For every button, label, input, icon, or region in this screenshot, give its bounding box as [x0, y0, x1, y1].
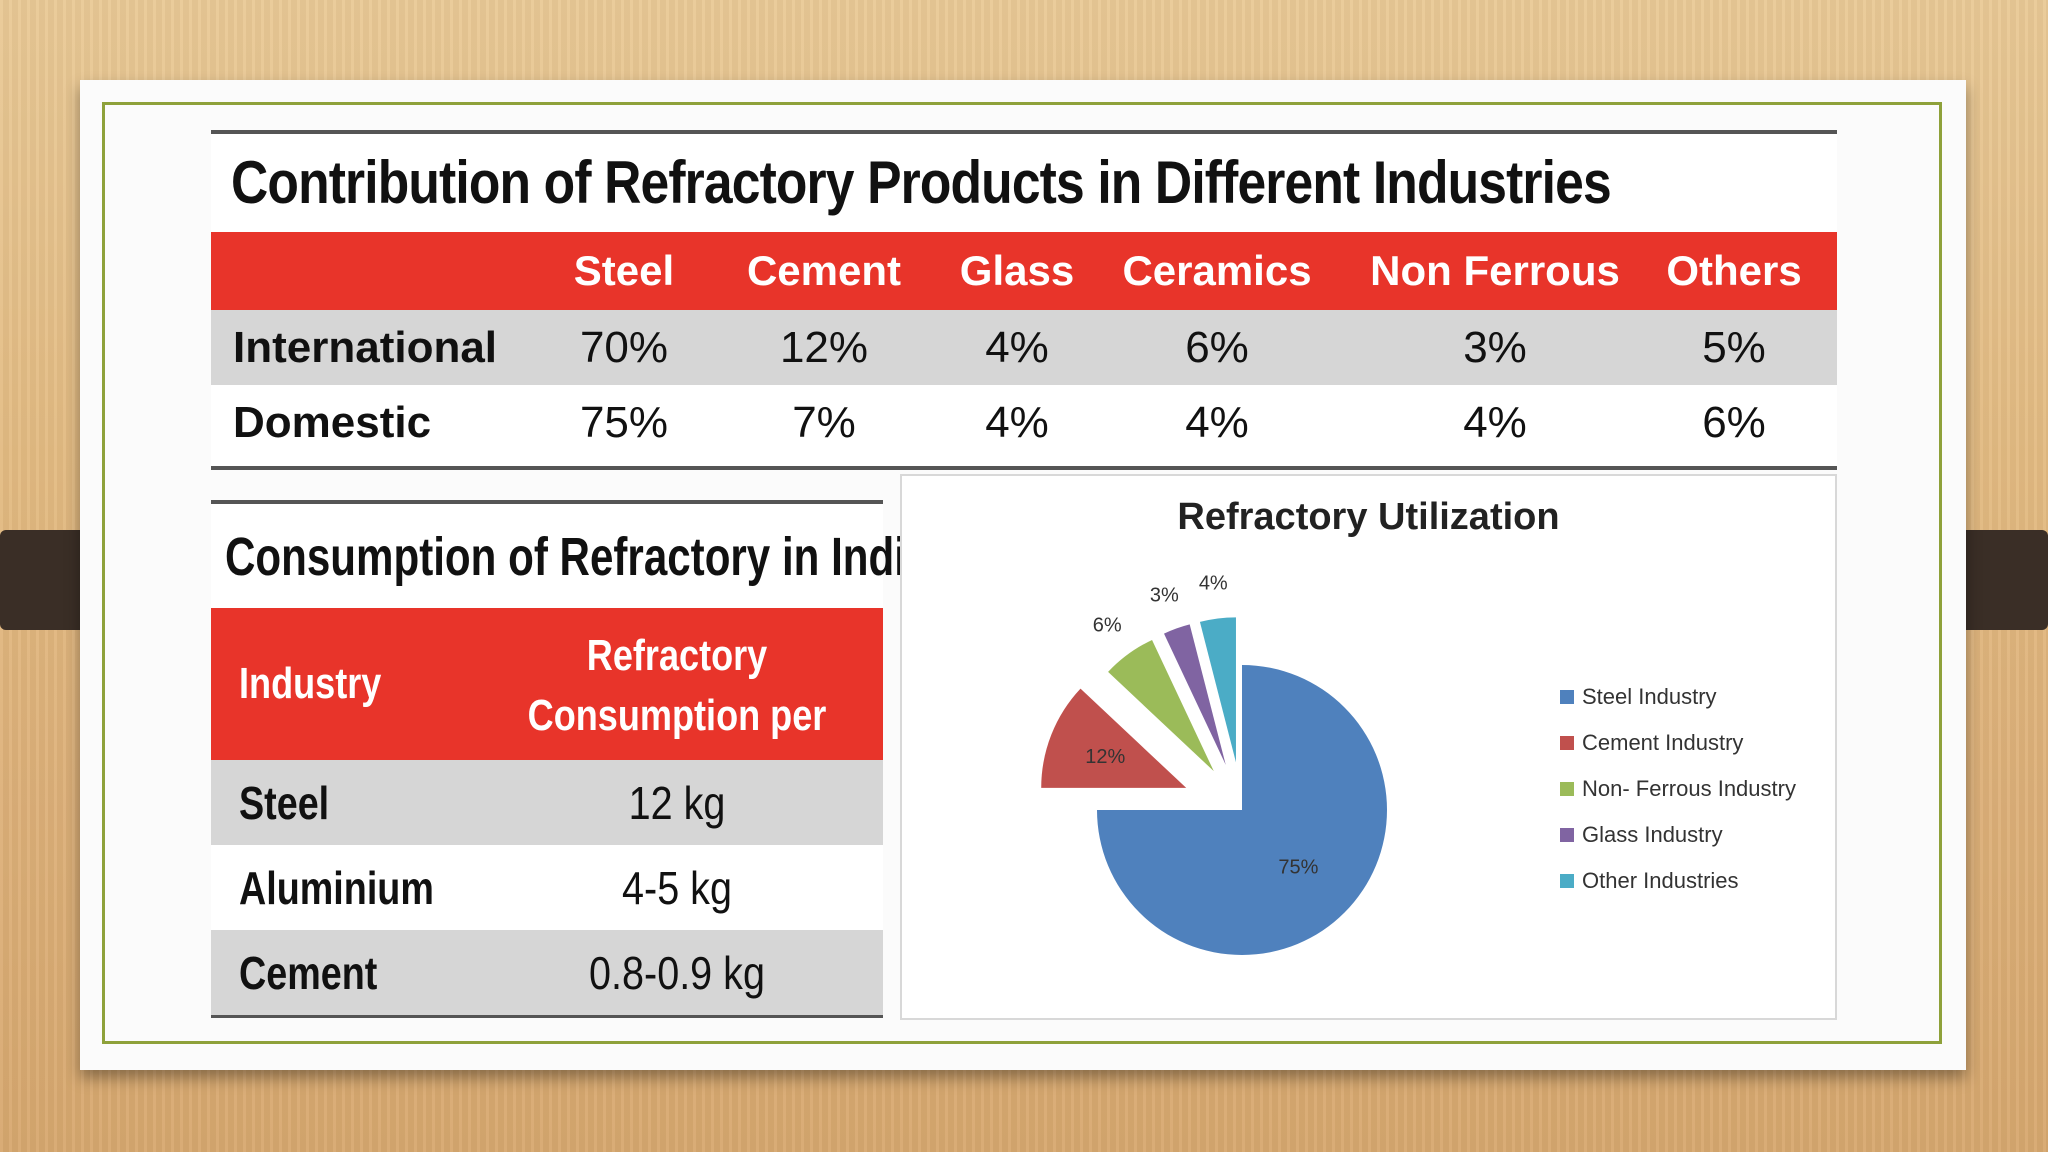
- table-cell: 4%: [1463, 397, 1527, 447]
- table-cell: 6%: [1702, 397, 1766, 447]
- pie-slice: [1164, 624, 1226, 765]
- slice-label: 4%: [1199, 573, 1228, 595]
- pie-slice: [1041, 688, 1187, 788]
- table-cell: 3%: [1463, 322, 1527, 372]
- table-cell: 12%: [779, 322, 869, 372]
- legend-swatch: [1560, 874, 1574, 888]
- row-label: International: [233, 322, 498, 372]
- table-cell: 6%: [1185, 322, 1249, 372]
- column-header: Glass: [959, 247, 1075, 294]
- slice-label: 12%: [1085, 746, 1125, 768]
- table-cell: 4%: [985, 397, 1049, 447]
- slice-label: 75%: [1278, 856, 1318, 878]
- pie-slice: [1199, 617, 1236, 763]
- table-row: Domestic 75% 7% 4% 4% 4% 6%: [211, 385, 1837, 460]
- slice-label: 3%: [1150, 584, 1179, 606]
- consumption-table: Consumption of Refractory in India Indus…: [211, 500, 929, 1018]
- consumption-table-title: Consumption of Refractory in India: [225, 527, 930, 587]
- legend-item: Cement Industry: [1560, 720, 1796, 766]
- industry-name: Steel: [239, 776, 330, 829]
- chart-legend: Steel Industry Cement Industry Non- Ferrou…: [1560, 674, 1796, 904]
- pie-chart-panel: Refractory Utilization 75% 12% 6% 3% 4% Stee…: [900, 474, 1837, 1020]
- legend-item: Other Industries: [1560, 858, 1796, 904]
- table-row: Cement 0.8-0.9 kg: [211, 930, 883, 1015]
- table-row: Steel 12 kg: [211, 760, 883, 845]
- contribution-table-title: Contribution of Refractory Products in D…: [231, 149, 1612, 216]
- pie-slice: [1108, 639, 1214, 772]
- slide: Contribution of Refractory Products in D…: [80, 80, 1966, 1070]
- pie-slice: [1097, 665, 1387, 955]
- legend-label: Glass Industry: [1582, 822, 1723, 847]
- row-label: Domestic: [233, 397, 432, 447]
- legend-swatch: [1560, 690, 1574, 704]
- header-industry: Industry: [239, 659, 382, 708]
- consumption-value: 12 kg: [628, 776, 726, 829]
- legend-item: Steel Industry: [1560, 674, 1796, 720]
- table-row: Aluminium 4-5 kg: [211, 845, 883, 930]
- slice-label: 6%: [1093, 615, 1122, 637]
- legend-swatch: [1560, 782, 1574, 796]
- table-cell: 75%: [579, 397, 669, 447]
- pie-chart: 75% 12% 6% 3% 4%: [1041, 573, 1387, 955]
- column-header: Cement: [746, 247, 902, 294]
- consumption-value: 4-5 kg: [622, 861, 732, 914]
- legend-item: Non- Ferrous Industry: [1560, 766, 1796, 812]
- column-header: Non Ferrous: [1370, 247, 1620, 294]
- legend-label: Non- Ferrous Industry: [1582, 776, 1796, 801]
- table-cell: 4%: [985, 322, 1049, 372]
- consumption-value: 0.8-0.9 kg: [589, 946, 765, 999]
- industry-name: Aluminium: [239, 861, 434, 914]
- column-header: Others: [1666, 247, 1802, 294]
- table-cell: 7%: [792, 397, 856, 447]
- chart-title: Refractory Utilization: [1177, 496, 1560, 538]
- slide-frame: [102, 102, 1942, 1044]
- legend-item: Glass Industry: [1560, 812, 1796, 858]
- legend-swatch: [1560, 736, 1574, 750]
- contribution-table: Contribution of Refractory Products in D…: [211, 130, 1837, 470]
- table-cell: 4%: [1185, 397, 1249, 447]
- contribution-table-header: Steel Cement Glass Ceramics Non Ferrous Other…: [211, 232, 1837, 310]
- table-row: International 70% 12% 4% 6% 3% 5%: [211, 310, 1837, 385]
- column-header: Ceramics: [1122, 247, 1312, 294]
- table-cell: 5%: [1702, 322, 1766, 372]
- legend-swatch: [1560, 828, 1574, 842]
- column-header: Steel: [573, 247, 675, 294]
- legend-label: Steel Industry: [1582, 684, 1717, 709]
- legend-label: Other Industries: [1582, 868, 1739, 893]
- table-cell: 70%: [579, 322, 669, 372]
- legend-label: Cement Industry: [1582, 730, 1744, 755]
- industry-name: Cement: [239, 946, 378, 999]
- consumption-table-header: Industry Refractory Consumption per tonn…: [211, 608, 883, 800]
